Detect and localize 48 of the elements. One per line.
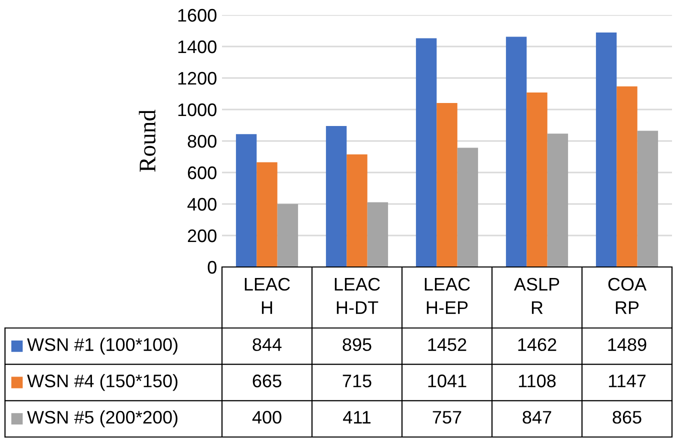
data-label: 844 xyxy=(252,338,282,352)
data-label: 757 xyxy=(432,411,462,424)
y-axis-title: Round xyxy=(138,110,156,172)
bar xyxy=(526,92,548,267)
x-tick-label: LEAC H-EP xyxy=(424,278,470,314)
x-tick-label: LEAC H xyxy=(244,278,290,314)
data-label: 715 xyxy=(342,374,372,388)
data-label: 847 xyxy=(522,410,552,424)
data-label: 1462 xyxy=(518,338,556,352)
x-tick-label: COA RP xyxy=(608,278,647,314)
bar xyxy=(236,134,257,267)
data-label: 1041 xyxy=(428,374,466,388)
data-label: 1452 xyxy=(428,338,466,352)
data-label: 1147 xyxy=(608,374,646,388)
data-label: 665 xyxy=(252,374,282,388)
bar xyxy=(637,130,658,267)
data-label: 1108 xyxy=(518,374,556,388)
legend-label: WSN #4 (150*150) xyxy=(27,374,178,391)
bar xyxy=(506,36,527,267)
bar xyxy=(346,154,368,267)
legend-label: WSN #1 (100*100) xyxy=(27,338,178,355)
data-label: 400 xyxy=(252,410,282,424)
bar xyxy=(277,204,298,267)
bar xyxy=(256,162,278,267)
y-tick-label: 0 xyxy=(208,260,216,274)
bar xyxy=(457,148,478,267)
y-tick-label: 1400 xyxy=(178,40,216,54)
y-tick-label: 400 xyxy=(187,198,216,211)
data-label: 411 xyxy=(343,411,371,424)
y-tick-label: 1600 xyxy=(178,8,216,22)
y-tick-label: 1200 xyxy=(178,72,216,85)
bar xyxy=(326,126,347,267)
data-label: 895 xyxy=(342,338,372,352)
bar xyxy=(436,103,458,267)
bar xyxy=(367,202,388,267)
bar xyxy=(616,86,638,267)
legend-label: WSN #5 (200*200) xyxy=(27,410,178,428)
bar xyxy=(596,32,617,267)
y-tick-label: 600 xyxy=(188,166,216,180)
x-tick-label: LEAC H-DT xyxy=(334,278,380,314)
y-tick-label: 1000 xyxy=(178,103,216,116)
data-label: 1489 xyxy=(608,338,646,352)
y-tick-label: 800 xyxy=(188,134,216,148)
y-tick-label: 200 xyxy=(188,229,216,242)
bar xyxy=(547,134,568,267)
data-label: 865 xyxy=(612,410,642,424)
bar xyxy=(416,38,437,267)
x-tick-label: ASLP R xyxy=(514,278,560,314)
